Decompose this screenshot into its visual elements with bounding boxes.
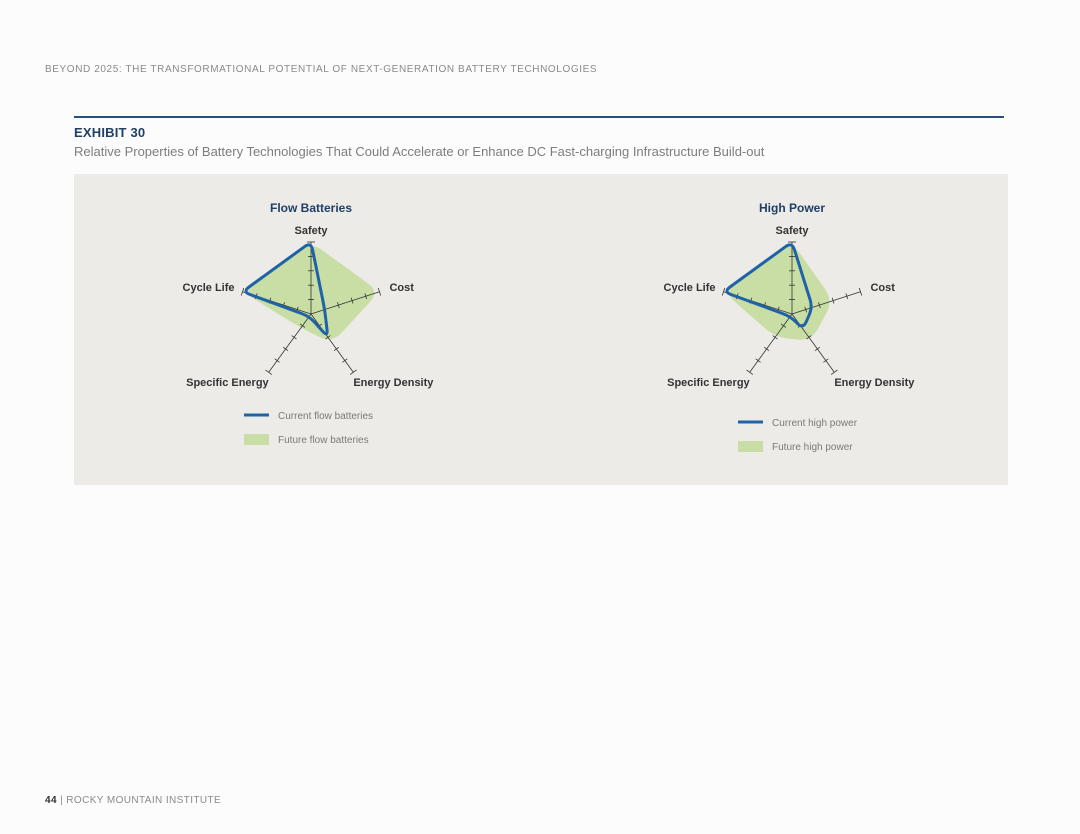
legend-label: Future high power	[772, 442, 853, 453]
running-header: BEYOND 2025: THE TRANSFORMATIONAL POTENT…	[45, 64, 598, 75]
legend-area-swatch	[738, 441, 763, 452]
page-number: 44	[45, 795, 57, 806]
exhibit-title: Relative Properties of Battery Technolog…	[74, 144, 765, 159]
axis-label: Energy Density	[353, 377, 434, 389]
axis-tick	[350, 297, 354, 304]
axis-tick	[377, 287, 382, 296]
axis-tick	[721, 287, 726, 296]
footer-text: | ROCKY MOUNTAIN INSTITUTE	[56, 795, 222, 806]
chart-title: Flow Batteries	[270, 201, 352, 215]
axis-tick	[755, 358, 761, 363]
chart-panel: Flow Batteries Safety Cost Energy Density Sp…	[74, 174, 1008, 485]
series-line	[244, 243, 329, 336]
axis-label: Safety	[775, 225, 809, 237]
axis-tick	[845, 293, 849, 300]
axis-tick	[858, 287, 863, 296]
axis-tick	[333, 346, 340, 352]
axis-tick	[830, 369, 838, 375]
axis-label: Specific Energy	[667, 377, 750, 389]
axis-tick	[274, 358, 280, 363]
legend-area-swatch	[244, 434, 269, 445]
axis-line	[791, 291, 861, 315]
axis-tick	[291, 335, 297, 340]
radar-charts: Flow Batteries Safety Cost Energy Density Sp…	[183, 201, 916, 453]
axis-label: Specific Energy	[186, 377, 269, 389]
axis-tick	[804, 306, 808, 313]
axis-tick	[814, 346, 821, 352]
axis-line	[310, 291, 380, 315]
axis-tick	[299, 323, 306, 328]
axis-label: Energy Density	[834, 377, 915, 389]
axis-tick	[337, 302, 340, 309]
axis-tick	[806, 335, 812, 340]
chart-title: High Power	[759, 201, 825, 215]
legend-label: Current high power	[772, 418, 858, 429]
axis-label: Safety	[294, 225, 328, 237]
axis-tick	[780, 323, 787, 328]
axis-line	[749, 313, 793, 373]
axis-label: Cycle Life	[183, 282, 235, 294]
axis-tick	[772, 335, 778, 340]
legend-label: Future flow batteries	[278, 435, 369, 446]
axis-tick	[823, 358, 829, 363]
axis-tick	[746, 369, 754, 375]
series-area	[728, 246, 830, 340]
axis-tick	[282, 346, 289, 352]
footer: 44 | ROCKY MOUNTAIN INSTITUTE	[45, 795, 221, 806]
axis-tick	[349, 369, 357, 375]
axis-label: Cycle Life	[664, 282, 716, 294]
axis-tick	[342, 358, 348, 363]
axis-tick	[240, 287, 245, 296]
exhibit-label: EXHIBIT 30	[74, 125, 146, 140]
legend-label: Current flow batteries	[278, 411, 373, 422]
axis-tick	[325, 335, 331, 340]
axis-tick	[818, 302, 821, 309]
axis-tick	[831, 297, 835, 304]
series-line	[725, 243, 813, 328]
axis-tick	[364, 293, 368, 300]
radar-chart-1: Flow Batteries Safety Cost Energy Density Sp…	[183, 201, 435, 446]
axis-tick	[265, 369, 273, 375]
header-rule	[74, 116, 1004, 118]
axis-label: Cost	[870, 282, 895, 294]
axis-line	[268, 313, 312, 373]
axis-label: Cost	[389, 282, 414, 294]
radar-chart-2: High Power Safety Cost Energy Density Specif…	[664, 201, 916, 453]
axis-line	[310, 313, 354, 373]
axis-tick	[763, 346, 770, 352]
